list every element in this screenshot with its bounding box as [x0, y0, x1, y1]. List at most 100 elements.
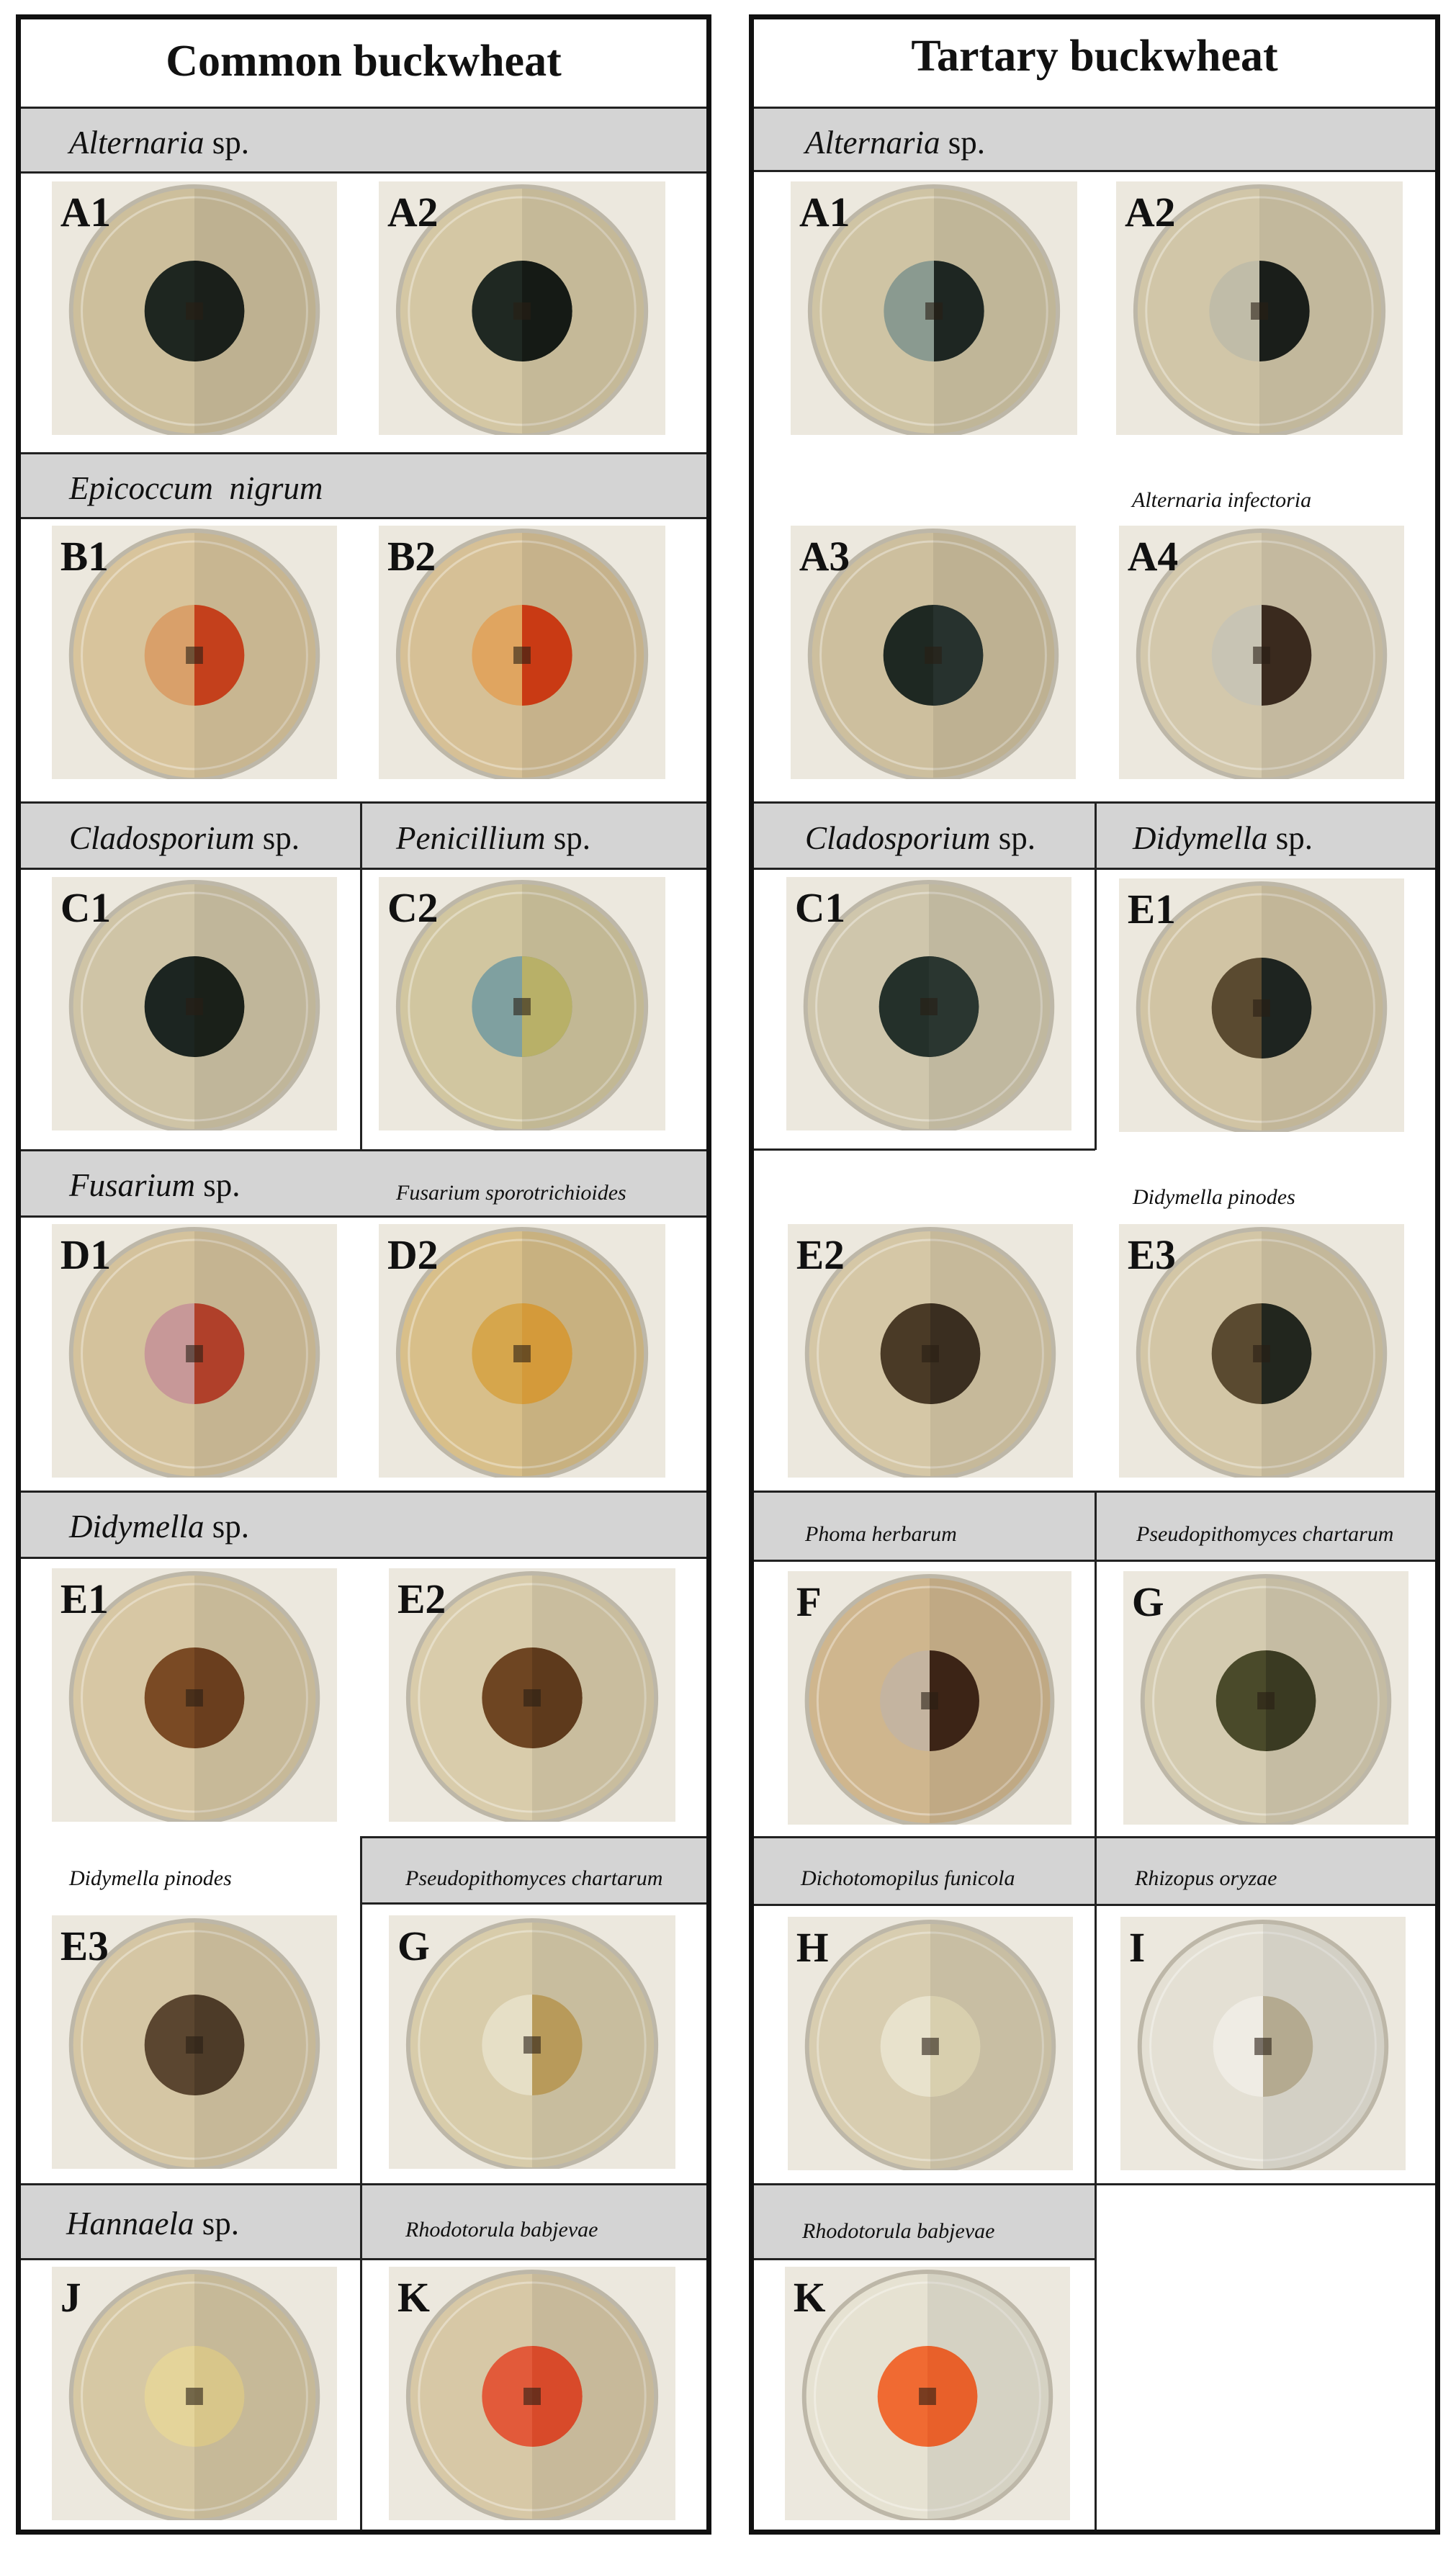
- divider: [360, 1836, 362, 2530]
- label-alternaria-sp: Alternaria sp.: [69, 125, 250, 161]
- divider: [21, 2258, 706, 2260]
- inoculum-plug: [513, 647, 531, 664]
- divider: [754, 107, 1435, 109]
- plate-inner-ring: [418, 1583, 647, 1813]
- plate-inner-ring: [817, 1238, 1044, 1469]
- label-didymella-sp: Didymella sp.: [1133, 820, 1313, 856]
- colony-reverse-view: [930, 1578, 1051, 1823]
- label-cladosporium-sp: Cladosporium sp.: [805, 820, 1036, 856]
- petri-plate: A1: [791, 181, 1077, 435]
- inoculum-plug: [922, 2038, 939, 2055]
- label-rhizopus-oryzae: Rhizopus oryzae: [1135, 1866, 1277, 1890]
- petri-plate: J: [52, 2267, 337, 2520]
- plate-code: E1: [1128, 887, 1176, 932]
- label-pseudopithomyces-chartarum: Pseudopithomyces chartarum: [405, 1866, 663, 1890]
- label-alternaria-sp: Alternaria sp.: [805, 125, 986, 161]
- band-alternaria: [21, 108, 706, 173]
- petri-plate: A1: [52, 181, 337, 435]
- colony-reverse-view: [930, 1924, 1052, 2169]
- petri-plate: E3: [52, 1915, 337, 2169]
- colony-reverse-view: [194, 2274, 316, 2519]
- band-rhodotorula: [754, 2185, 1095, 2260]
- divider: [21, 1149, 706, 1151]
- petri-plate: K: [389, 2267, 675, 2520]
- divider: [21, 2183, 706, 2185]
- plate-inner-ring: [408, 196, 637, 426]
- inoculum-plug: [1257, 1692, 1275, 1709]
- plate-inner-ring: [1148, 1238, 1375, 1469]
- plate-code: H: [796, 1925, 829, 1971]
- inoculum-plug: [186, 998, 203, 1015]
- inoculum-plug: [921, 1692, 938, 1709]
- plate-inner-ring: [81, 196, 308, 426]
- plate-code: C1: [60, 886, 111, 931]
- plate-code: J: [60, 2275, 81, 2321]
- inoculum-plug: [186, 302, 203, 320]
- colony-reverse-view: [194, 1575, 316, 1820]
- inoculum-plug: [186, 1345, 203, 1362]
- petri-plate: A4: [1119, 526, 1404, 779]
- divider: [21, 1491, 706, 1493]
- plate-inner-ring: [816, 1586, 1043, 1816]
- plate-inner-ring: [1148, 540, 1375, 770]
- colony-reverse-view: [933, 533, 1055, 778]
- plate-inner-ring: [81, 891, 308, 1122]
- colony-reverse-view: [522, 884, 644, 1129]
- colony-reverse-view: [929, 884, 1051, 1129]
- inoculum-plug: [523, 2388, 541, 2405]
- band-didymella: [21, 1492, 706, 1558]
- label-rhodotorula-babjevae: Rhodotorula babjevae: [405, 2218, 598, 2242]
- petri-plate: G: [389, 1915, 675, 2169]
- plate-code: C2: [387, 884, 439, 931]
- plate-code: G: [1132, 1580, 1164, 1625]
- label-rhodotorula-babjevae: Rhodotorula babjevae: [802, 2219, 995, 2243]
- colony-reverse-view: [1262, 886, 1383, 1130]
- tartary-buckwheat-title: Tartary buckwheat: [911, 32, 1278, 81]
- divider: [754, 170, 1435, 172]
- plate-code: A3: [799, 534, 850, 580]
- plate-code: K: [794, 2275, 826, 2321]
- inoculum-plug: [1253, 1345, 1270, 1362]
- label-didymella-pinodes: Didymella pinodes: [1133, 1185, 1295, 1209]
- divider: [362, 1902, 706, 1905]
- inoculum-plug: [1251, 302, 1268, 320]
- plate-inner-ring: [81, 540, 308, 770]
- band-fusarium: [21, 1151, 706, 1217]
- plate-inner-ring: [819, 196, 1048, 426]
- inoculum-plug: [523, 1689, 541, 1707]
- divider: [21, 868, 706, 870]
- plate-inner-ring: [1149, 1931, 1377, 2162]
- plate-code: I: [1129, 1925, 1145, 1971]
- plate-code: E2: [397, 1575, 446, 1622]
- plate-inner-ring: [819, 540, 1047, 770]
- inoculum-plug: [186, 2388, 203, 2405]
- label-alternaria-infectoria: Alternaria infectoria: [1132, 488, 1312, 512]
- label-didymella-sp: Didymella sp.: [69, 1509, 249, 1545]
- colony-reverse-view: [930, 1231, 1052, 1476]
- colony-reverse-view: [927, 2274, 1049, 2519]
- divider: [1095, 801, 1097, 1150]
- divider: [362, 1836, 706, 1838]
- petri-plate: E2: [788, 1224, 1073, 1478]
- plate-code: F: [796, 1580, 822, 1625]
- petri-plate: D1: [52, 1224, 337, 1478]
- petri-plate: C1: [52, 877, 337, 1130]
- plate-code: E3: [1128, 1233, 1176, 1278]
- plate-inner-ring: [408, 540, 637, 770]
- colony-reverse-view: [532, 2274, 655, 2519]
- colony-reverse-view: [532, 1575, 655, 1820]
- label-penicillium-sp: Penicillium sp.: [396, 820, 590, 856]
- inoculum-plug: [513, 1345, 531, 1362]
- divider: [21, 801, 706, 804]
- plate-code: B1: [60, 534, 109, 580]
- petri-plate: E3: [1119, 1224, 1404, 1478]
- divider: [754, 1148, 1095, 1151]
- plate-inner-ring: [81, 1583, 308, 1813]
- colony-reverse-view: [194, 1923, 316, 2167]
- plate-inner-ring: [815, 891, 1043, 1122]
- inoculum-plug: [513, 998, 531, 1015]
- plate-code: A4: [1128, 534, 1178, 580]
- inoculum-plug: [922, 1345, 939, 1362]
- plate-inner-ring: [81, 1238, 308, 1469]
- divider: [1095, 1491, 1097, 2530]
